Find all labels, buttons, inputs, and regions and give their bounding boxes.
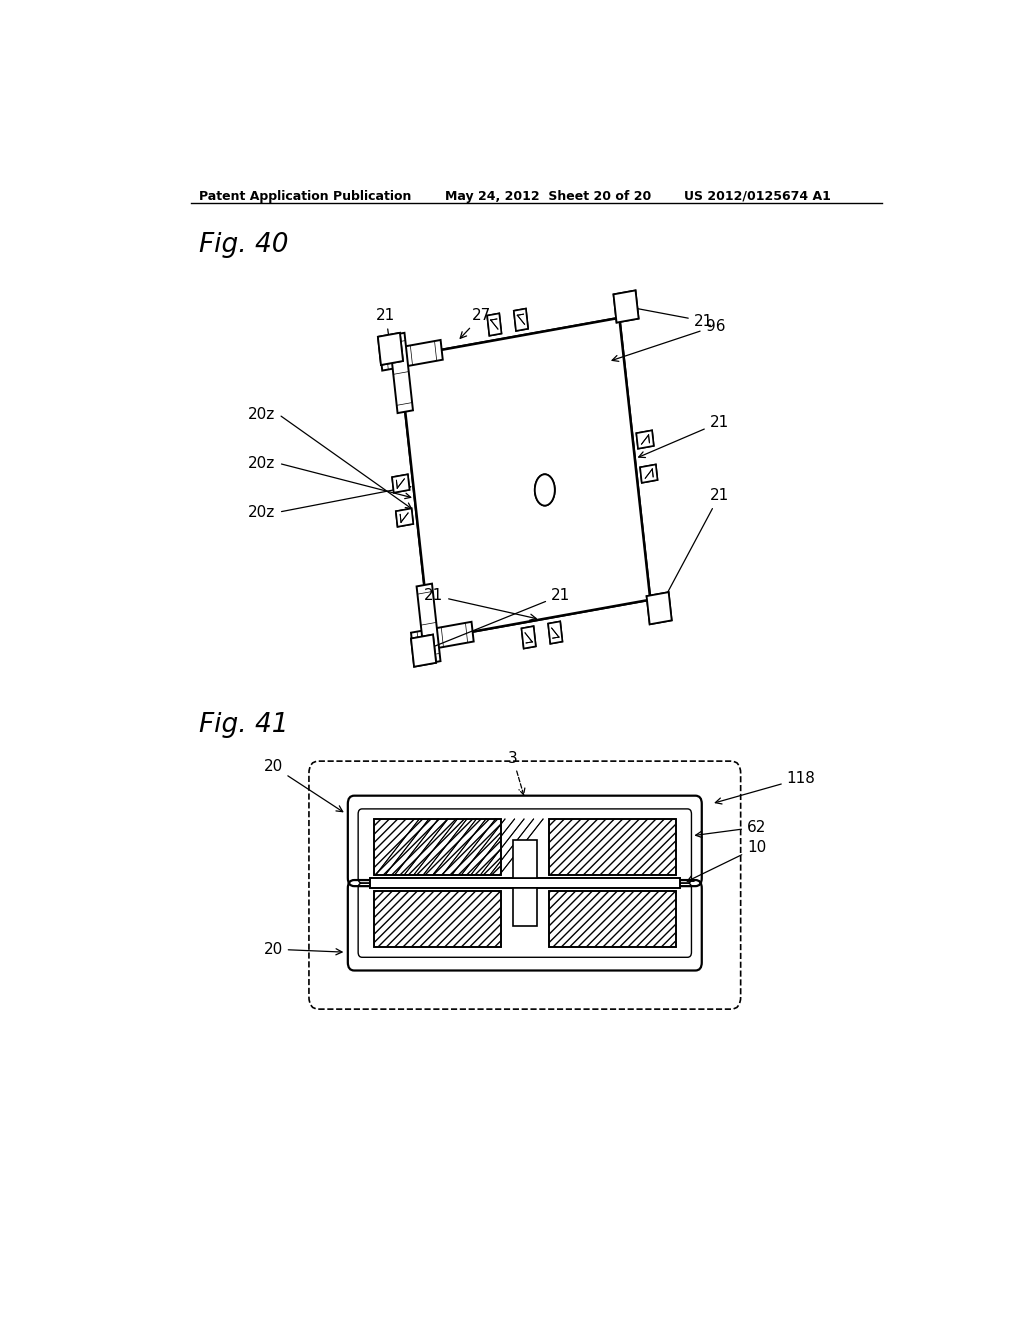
Text: 10: 10 <box>687 840 766 882</box>
Polygon shape <box>411 635 436 667</box>
Text: Fig. 40: Fig. 40 <box>200 231 289 257</box>
Bar <box>374 891 501 948</box>
Polygon shape <box>548 622 562 644</box>
Polygon shape <box>487 313 502 335</box>
Bar <box>374 891 501 948</box>
Polygon shape <box>646 593 672 624</box>
Text: 21: 21 <box>662 488 729 605</box>
Polygon shape <box>378 333 403 364</box>
Polygon shape <box>640 465 657 483</box>
Bar <box>549 818 676 875</box>
Text: 20z: 20z <box>248 407 274 422</box>
Polygon shape <box>399 318 650 639</box>
Polygon shape <box>411 635 436 667</box>
Polygon shape <box>392 474 410 492</box>
Text: 20: 20 <box>263 941 342 957</box>
Text: 96: 96 <box>612 318 725 362</box>
Polygon shape <box>392 474 410 492</box>
Text: 21: 21 <box>427 587 570 649</box>
Polygon shape <box>613 290 639 322</box>
Polygon shape <box>411 622 474 652</box>
Polygon shape <box>389 333 413 413</box>
Text: 21: 21 <box>424 587 537 620</box>
Polygon shape <box>636 430 653 449</box>
Polygon shape <box>646 593 672 624</box>
Polygon shape <box>514 309 528 331</box>
Polygon shape <box>636 430 653 449</box>
Polygon shape <box>514 309 528 331</box>
Polygon shape <box>380 341 442 371</box>
Bar <box>513 888 537 927</box>
Text: 20: 20 <box>263 759 343 812</box>
Text: 20z: 20z <box>248 504 274 520</box>
Ellipse shape <box>535 474 555 506</box>
Polygon shape <box>640 465 657 483</box>
Polygon shape <box>521 626 536 648</box>
Text: 3: 3 <box>508 751 525 795</box>
Polygon shape <box>396 508 414 527</box>
Bar <box>549 891 676 948</box>
Bar <box>374 818 501 875</box>
Polygon shape <box>613 290 639 322</box>
Text: US 2012/0125674 A1: US 2012/0125674 A1 <box>684 190 830 203</box>
Text: 118: 118 <box>716 771 815 804</box>
Text: 20z: 20z <box>248 455 274 471</box>
Bar <box>374 818 501 875</box>
Text: 21: 21 <box>630 305 713 329</box>
FancyBboxPatch shape <box>309 762 740 1008</box>
Bar <box>513 840 537 878</box>
Bar <box>549 891 676 948</box>
Text: May 24, 2012  Sheet 20 of 20: May 24, 2012 Sheet 20 of 20 <box>445 190 651 203</box>
Polygon shape <box>378 333 403 364</box>
Bar <box>370 878 680 888</box>
Text: Fig. 41: Fig. 41 <box>200 713 289 738</box>
Polygon shape <box>396 508 414 527</box>
Ellipse shape <box>535 474 555 506</box>
Polygon shape <box>417 583 440 664</box>
Polygon shape <box>487 313 502 335</box>
Text: 21: 21 <box>639 416 729 458</box>
Polygon shape <box>521 626 536 648</box>
Text: 62: 62 <box>695 820 766 837</box>
Text: 27: 27 <box>460 309 490 338</box>
Bar <box>549 818 676 875</box>
Text: 21: 21 <box>376 309 395 345</box>
Polygon shape <box>548 622 562 644</box>
Text: Patent Application Publication: Patent Application Publication <box>200 190 412 203</box>
Polygon shape <box>399 318 650 639</box>
